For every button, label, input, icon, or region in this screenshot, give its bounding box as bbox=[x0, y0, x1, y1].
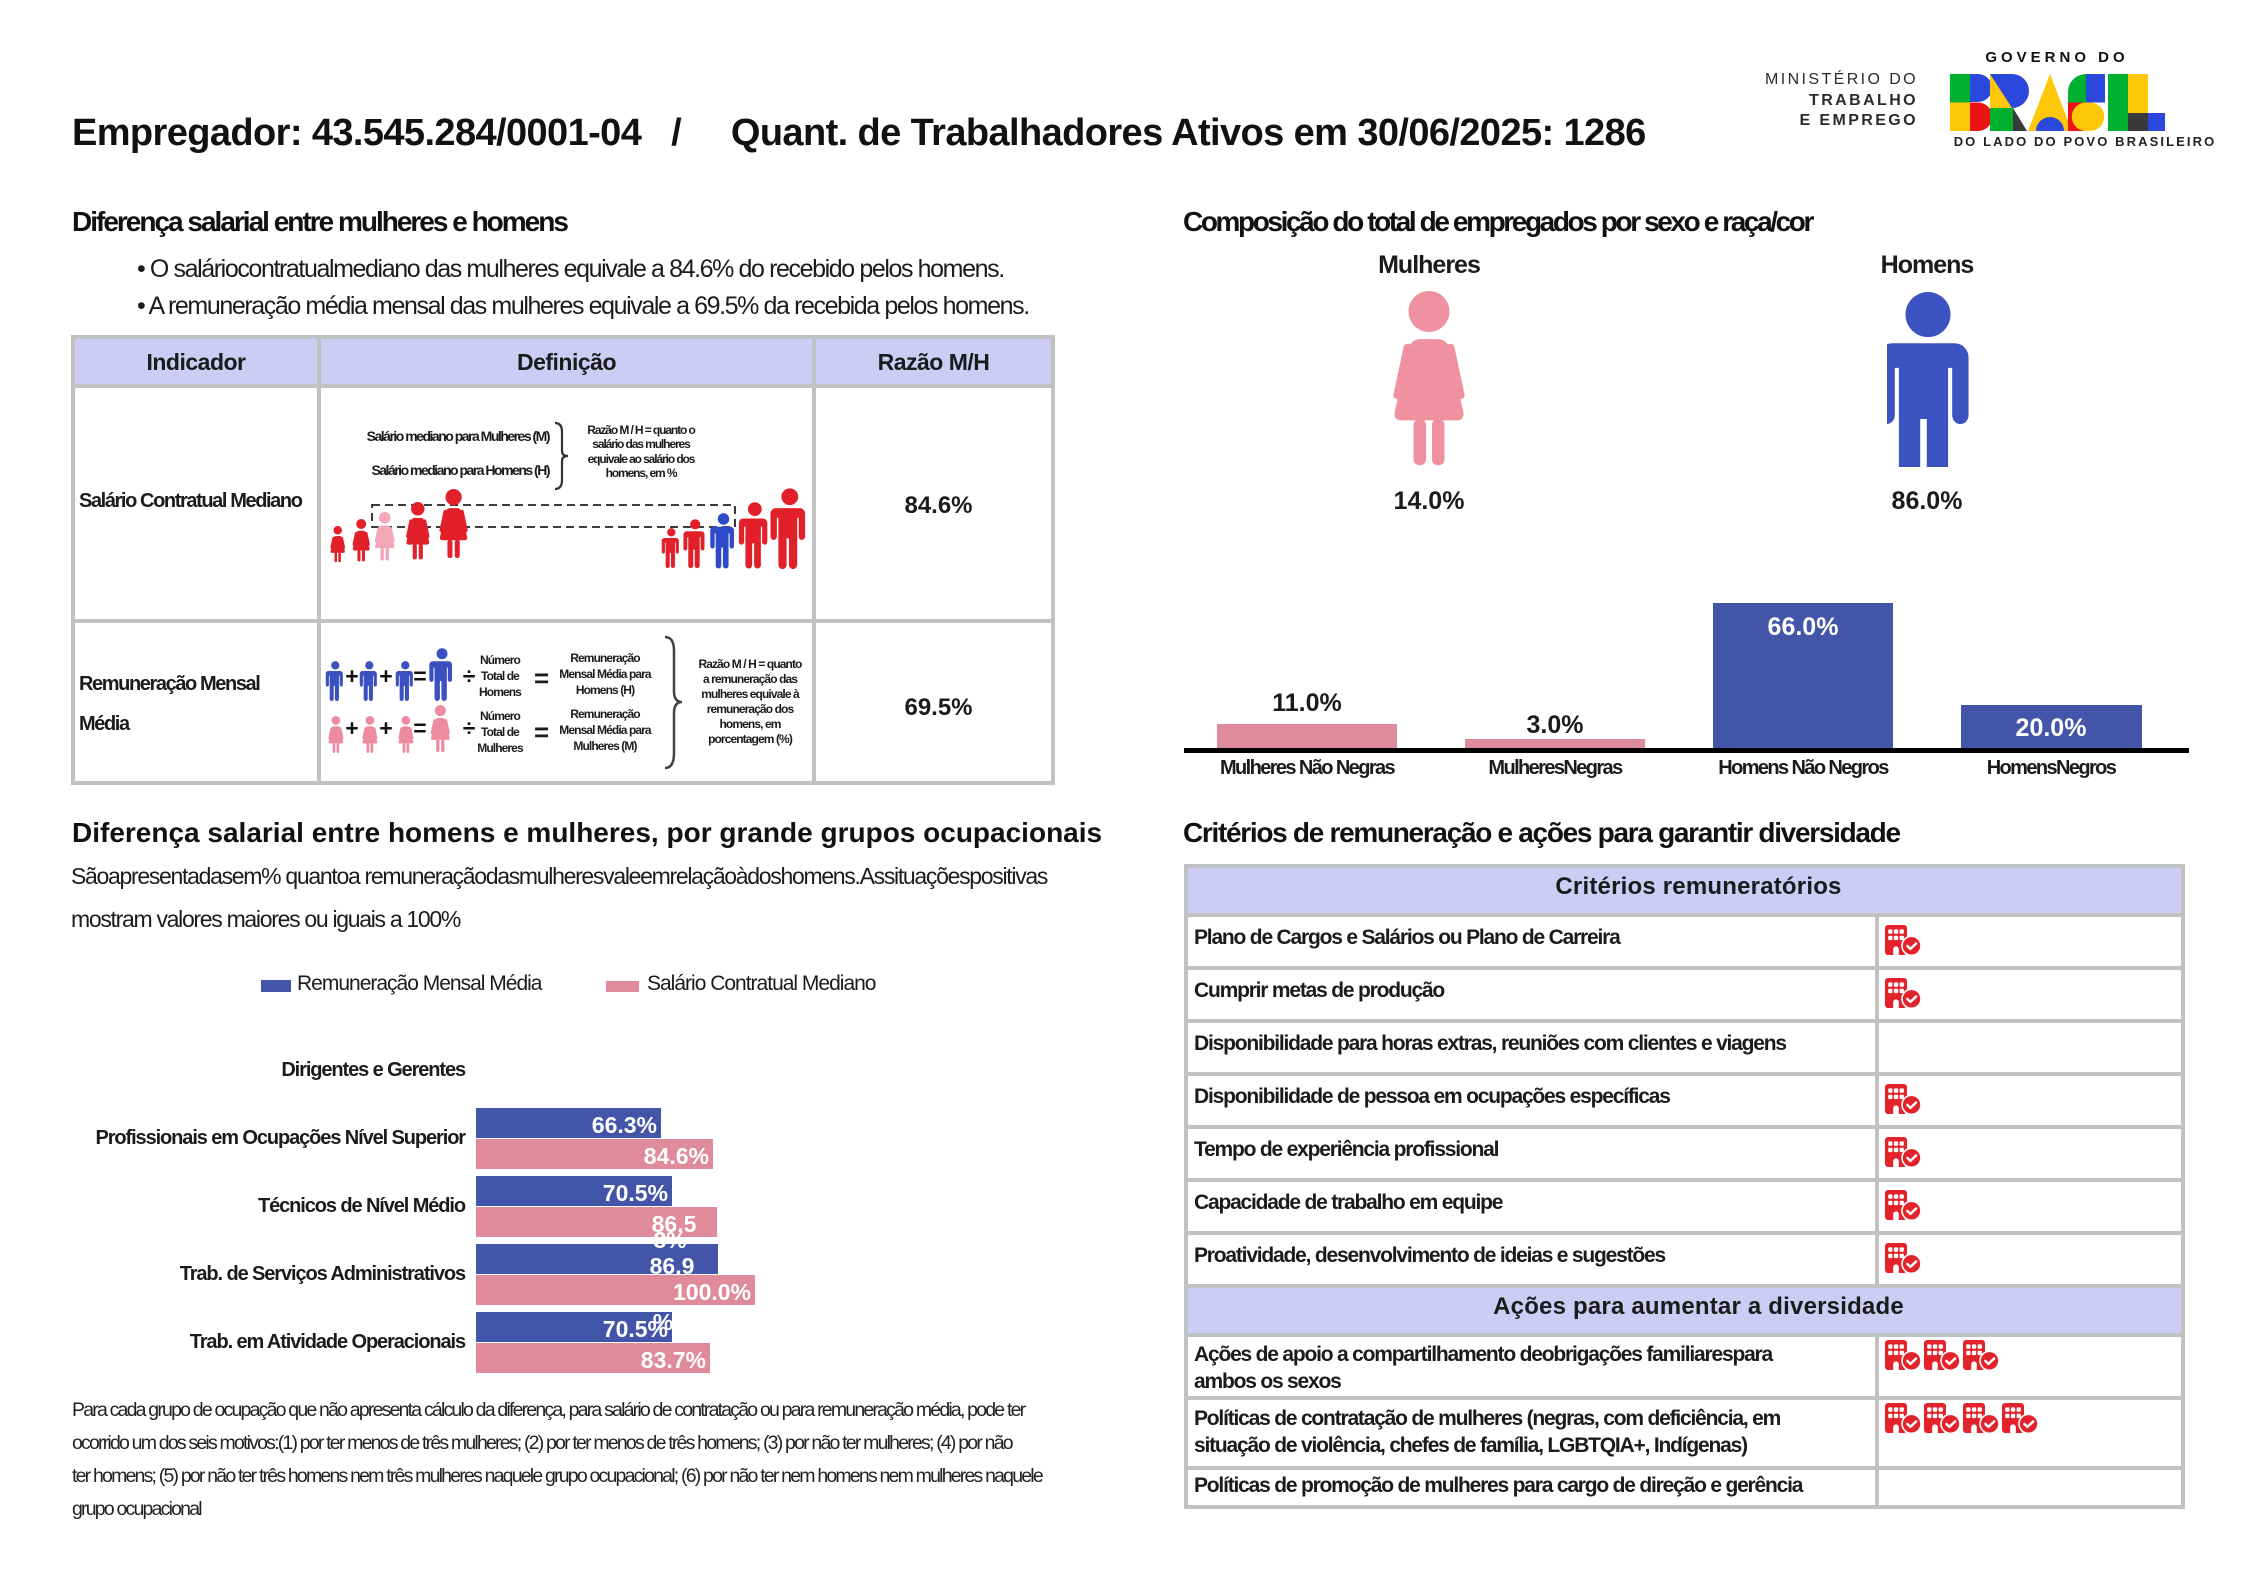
svg-text:÷: ÷ bbox=[463, 663, 475, 689]
svg-text:+: + bbox=[379, 715, 392, 741]
svg-text:÷: ÷ bbox=[463, 715, 475, 741]
svg-text:=: = bbox=[413, 715, 426, 741]
svg-text:=: = bbox=[413, 663, 426, 689]
svg-text:+: + bbox=[345, 663, 358, 689]
svg-text:+: + bbox=[379, 663, 392, 689]
svg-text:+: + bbox=[345, 715, 358, 741]
